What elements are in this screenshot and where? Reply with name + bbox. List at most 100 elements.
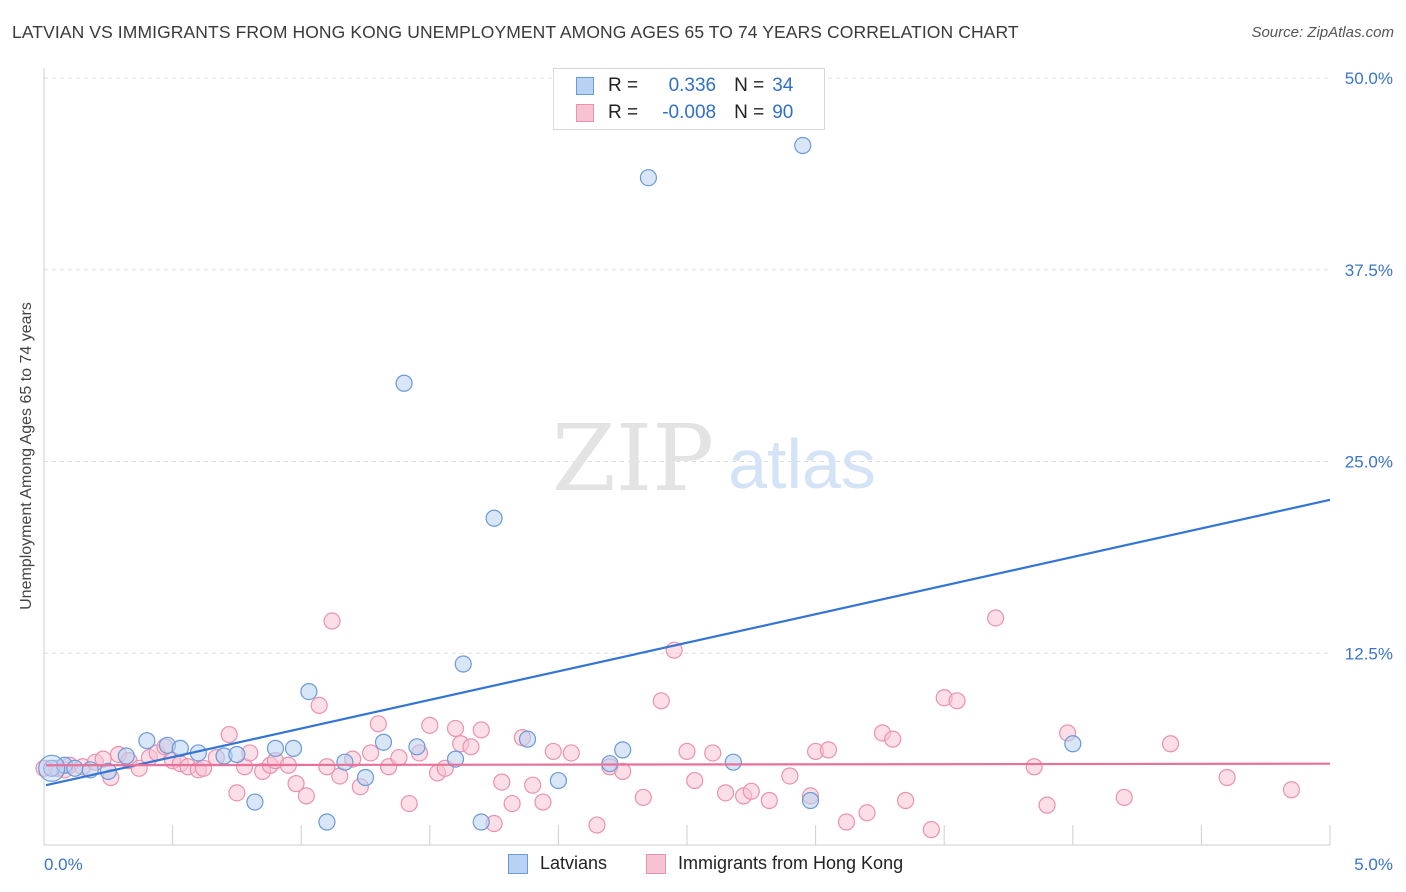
latvian-point xyxy=(117,747,135,765)
latvian-point xyxy=(66,759,84,777)
hongkong-n-value: 90 xyxy=(772,102,794,123)
watermark-atlas: atlas xyxy=(728,425,876,503)
watermark: ZIP atlas xyxy=(552,405,876,512)
hongkong-point xyxy=(614,762,632,780)
y-tick-label: 37.5% xyxy=(1345,261,1393,280)
latvian-point xyxy=(639,169,658,187)
hongkong-point xyxy=(544,742,562,761)
latvians-legend-swatch xyxy=(508,853,528,874)
watermark-zip: ZIP xyxy=(552,405,714,512)
latvian-point xyxy=(246,793,264,811)
hongkong-swatch xyxy=(576,104,594,122)
hongkong-point xyxy=(686,771,704,790)
latvian-point-cluster xyxy=(38,754,66,782)
series-legend: Latvians Immigrants from Hong Kong xyxy=(0,850,1406,878)
latvian-point xyxy=(300,682,318,701)
hongkong-point xyxy=(318,758,336,776)
latvian-trend-line xyxy=(45,498,1331,787)
hongkong-legend-swatch xyxy=(646,853,666,874)
legend-item-hongkong: Immigrants from Hong Kong xyxy=(646,853,903,874)
hongkong-r-value: -0.008 xyxy=(662,102,717,123)
x-tick-label: 0.0% xyxy=(44,855,83,874)
latvian-points xyxy=(38,136,1082,831)
r-label: R = xyxy=(608,75,639,96)
hongkong-point xyxy=(781,767,799,785)
latvian-point xyxy=(356,768,375,787)
latvian-point xyxy=(794,136,812,155)
latvians-swatch xyxy=(576,77,594,95)
hongkong-point xyxy=(1218,768,1236,787)
latvians-legend-label: Latvians xyxy=(540,853,608,873)
hongkong-point xyxy=(400,794,418,813)
latvian-point xyxy=(472,813,490,831)
hongkong-point xyxy=(1025,758,1043,776)
legend-item-latvians: Latvians xyxy=(508,853,607,874)
legend-row-hongkong: R = -0.008 N = 90 xyxy=(576,101,793,125)
hongkong-point xyxy=(323,612,341,630)
latvian-point xyxy=(485,509,503,527)
hongkong-point xyxy=(858,804,876,822)
hongkong-point xyxy=(228,784,246,802)
hongkong-legend-label: Immigrants from Hong Kong xyxy=(678,853,904,873)
hongkong-point xyxy=(884,730,902,748)
latvian-point xyxy=(614,741,632,759)
hongkong-point xyxy=(534,793,552,811)
y-tick-label: 50.0% xyxy=(1345,69,1393,88)
source-credit: Source: ZipAtlas.com xyxy=(1251,24,1394,41)
hongkong-point xyxy=(493,773,511,791)
hongkong-trend-line xyxy=(45,762,1331,767)
hongkong-point xyxy=(369,715,387,733)
stats-legend: R = 0.336 N = 34 R = -0.008 N = 90 xyxy=(553,68,825,130)
latvian-point xyxy=(518,730,537,748)
n-label: N = xyxy=(734,75,765,96)
latvian-point xyxy=(1064,735,1082,753)
hongkong-point xyxy=(524,776,542,794)
hongkong-point xyxy=(1161,735,1180,753)
hongkong-point xyxy=(503,794,521,813)
trend-lines xyxy=(45,498,1331,787)
legend-row-latvians: R = 0.336 N = 34 xyxy=(576,74,793,98)
latvian-point xyxy=(395,374,413,392)
latvian-point xyxy=(318,813,336,831)
hongkong-point xyxy=(897,791,915,810)
hongkong-point xyxy=(678,742,696,761)
n-label: N = xyxy=(734,102,765,123)
hongkong-point xyxy=(472,721,490,739)
hongkong-point xyxy=(922,821,940,839)
y-tick-label: 25.0% xyxy=(1345,453,1393,472)
latvians-r-value: 0.336 xyxy=(668,75,717,96)
hongkong-point xyxy=(297,787,315,805)
hongkong-point xyxy=(310,696,328,715)
hongkong-point xyxy=(421,716,439,734)
hongkong-point xyxy=(220,725,238,744)
hongkong-point xyxy=(652,692,670,710)
hongkong-points xyxy=(35,609,1301,839)
grid-lines xyxy=(44,77,1330,654)
hongkong-point xyxy=(760,791,778,810)
r-label: R = xyxy=(608,102,639,123)
hongkong-point xyxy=(562,744,580,762)
hongkong-point xyxy=(987,609,1005,627)
tick-labels: 12.5% 25.0% 37.5% 50.0% 0.0% 5.0% xyxy=(44,69,1393,874)
latvian-point xyxy=(549,771,568,790)
axes xyxy=(43,68,1331,846)
latvian-point xyxy=(138,732,156,750)
hongkong-point xyxy=(194,759,213,777)
hongkong-point xyxy=(634,788,652,807)
latvian-point xyxy=(446,750,465,768)
hongkong-point xyxy=(704,744,722,762)
latvian-point xyxy=(284,739,303,757)
latvian-point xyxy=(408,738,426,756)
latvian-point xyxy=(266,739,285,757)
latvian-point xyxy=(374,733,393,751)
hongkong-point xyxy=(390,748,408,767)
x-tick-label: 5.0% xyxy=(1354,855,1393,874)
hongkong-point xyxy=(1282,781,1301,799)
hongkong-point xyxy=(742,782,760,800)
hongkong-point xyxy=(446,719,465,738)
chart-title: LATVIAN VS IMMIGRANTS FROM HONG KONG UNE… xyxy=(12,22,1019,42)
latvian-point xyxy=(801,791,820,810)
y-tick-label: 12.5% xyxy=(1345,644,1393,663)
hongkong-point xyxy=(1038,796,1056,814)
